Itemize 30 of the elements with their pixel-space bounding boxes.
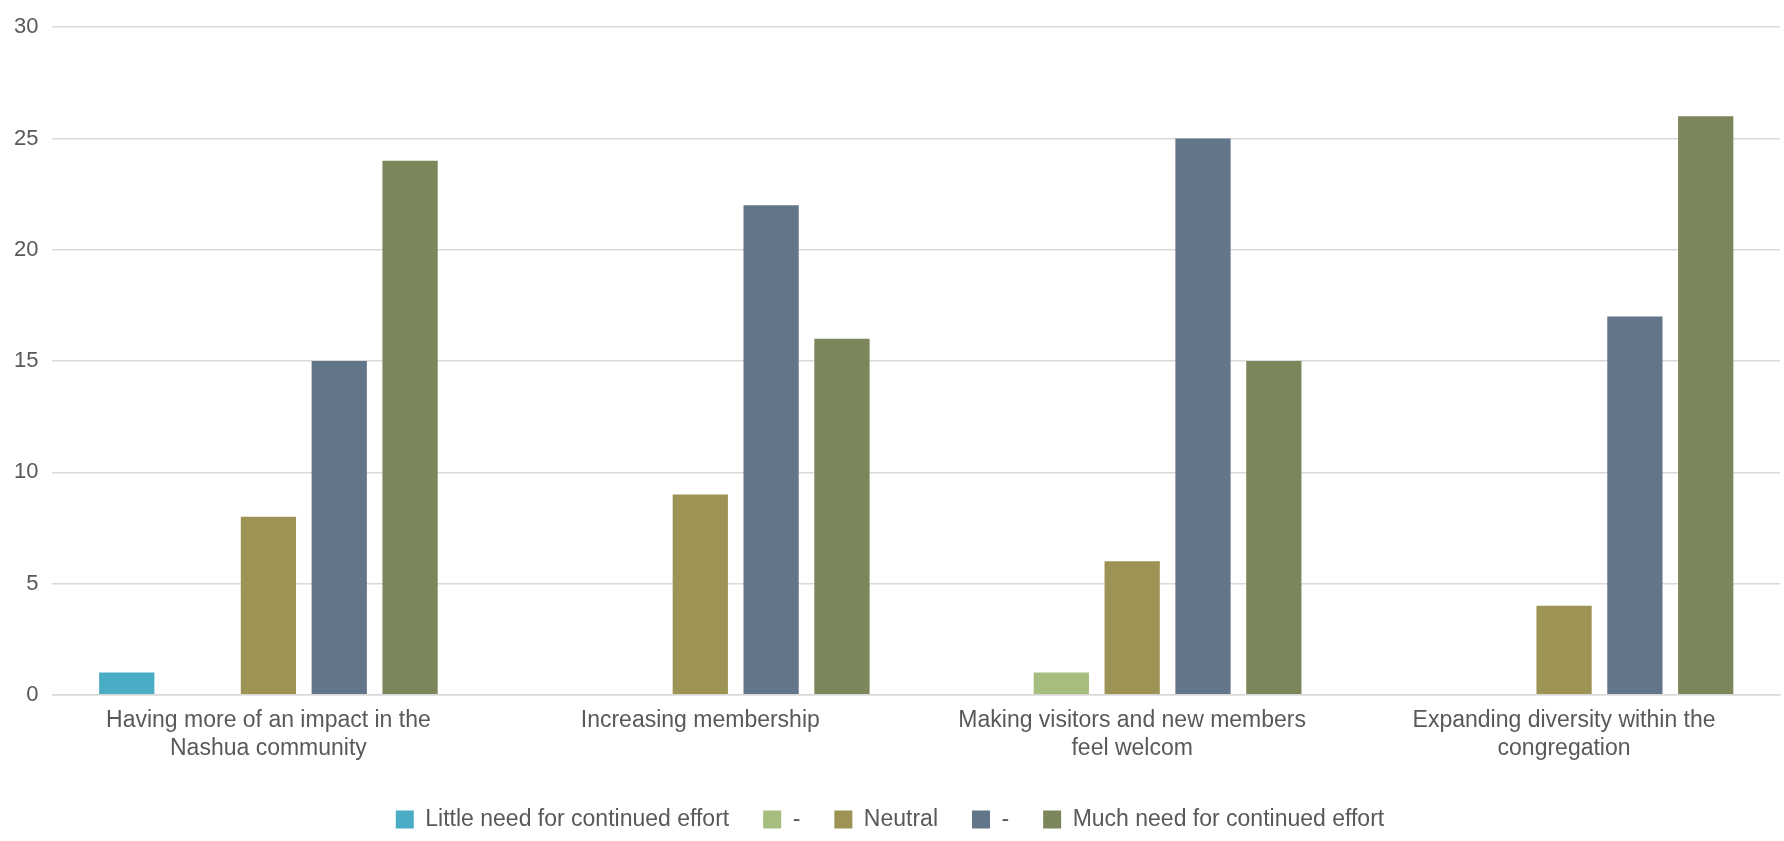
bar: [1607, 316, 1663, 695]
bar: [672, 494, 728, 695]
bar: [240, 516, 297, 695]
y-tick-label: 0: [26, 680, 39, 706]
bar: [99, 672, 155, 695]
x-tick-label: Having more of an impact in the Nashua community: [106, 705, 431, 760]
x-tick-label: Making visitors and new members feel welcom: [958, 705, 1307, 760]
bar: [1175, 138, 1231, 695]
legend-label: Little need for continued effort: [425, 804, 730, 831]
y-tick-label: 25: [13, 124, 39, 150]
bar: [1536, 605, 1592, 695]
legend-label: Much need for continued effort: [1072, 804, 1385, 831]
y-tick-label: 10: [13, 458, 39, 484]
y-tick-label: 15: [13, 347, 39, 373]
bar: [1033, 672, 1089, 695]
bar: [382, 160, 438, 695]
bar: [311, 361, 367, 695]
y-tick-label: 5: [26, 569, 39, 595]
y-tick-label: 20: [13, 235, 39, 261]
bar: [1678, 116, 1734, 695]
y-tick-label: 30: [13, 13, 39, 39]
legend-label: -: [1001, 804, 1010, 831]
legend-label: Neutral: [863, 804, 938, 831]
bar: [814, 338, 870, 695]
x-tick-label: Increasing membership: [580, 705, 820, 732]
bar: [1104, 561, 1160, 695]
bar: [1246, 361, 1302, 695]
legend-label: -: [792, 804, 801, 831]
x-tick-label: Expanding diversity within the congregation: [1412, 705, 1716, 760]
bar: [743, 205, 799, 695]
